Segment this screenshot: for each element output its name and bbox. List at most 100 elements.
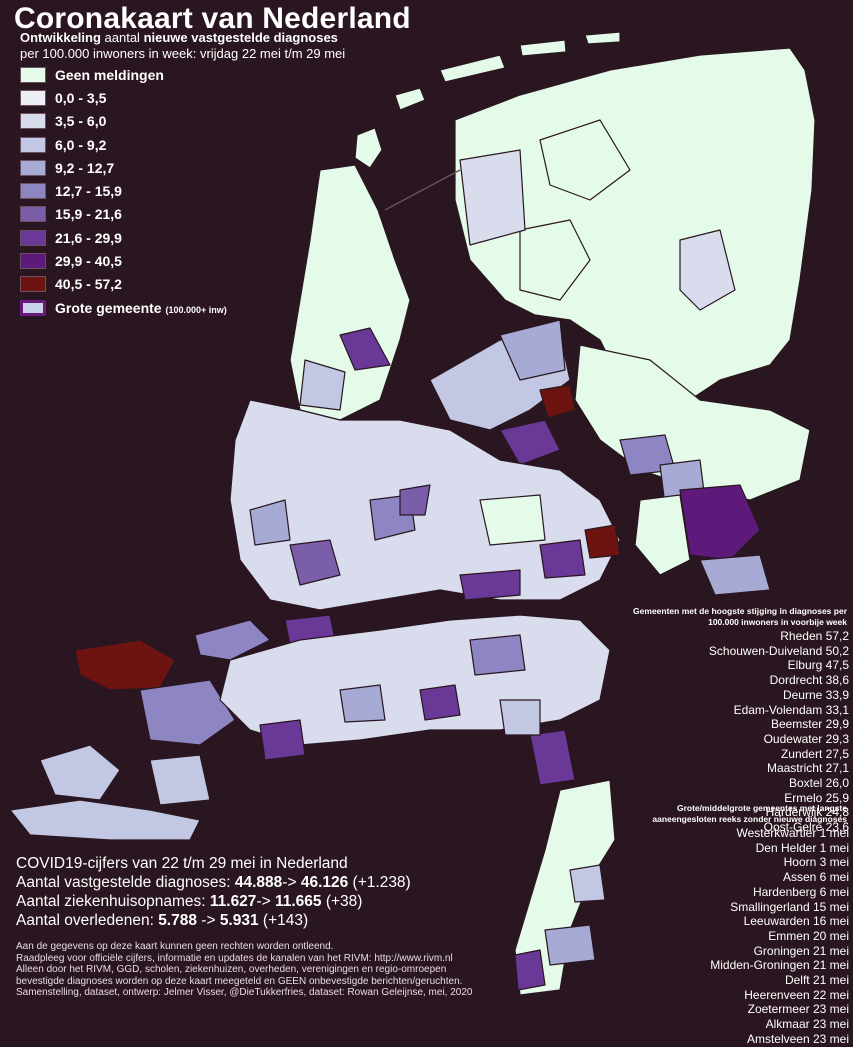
list-item-name: Harderwijk [765, 805, 826, 820]
map-legend: Geen meldingen 0,0 - 3,5 3,5 - 6,0 6,0 -… [20, 63, 227, 319]
list-item-name: Midden-Groningen [710, 958, 813, 973]
map-schouwen [74, 639, 176, 691]
list-item-value: 26,0 [825, 776, 849, 791]
streak-list-item: Assen 6 mei [710, 870, 849, 885]
netherlands-choropleth-map [9, 31, 816, 996]
legend-label: 6,0 - 9,2 [55, 136, 107, 153]
map-limburg [514, 779, 616, 996]
list-item-name: Hardenberg [752, 884, 820, 899]
stats-delta: (+143) [258, 912, 309, 929]
subtitle-bold-2: nieuwe vastgestelde diagnoses [143, 30, 338, 45]
legend-swatch [20, 89, 46, 106]
map-elburg [539, 384, 576, 419]
list-item-name: Beemster [770, 717, 826, 732]
rising-list-item: Oost-Gelre 23,6 [709, 820, 849, 835]
legend-row-big-municipality: Grote gemeente (100.000+ inw) [20, 296, 227, 319]
subtitle-line-2: per 100.000 inwoners in week: vrijdag 22… [20, 46, 346, 61]
list-item-value: 6 mei [819, 884, 849, 899]
list-item-name: Rheden [780, 629, 826, 643]
rising-list-item: Deurne 33,9 [709, 688, 849, 703]
streak-title: Grote/middelgrote gemeentes met langste … [652, 803, 847, 824]
map-gld-south [699, 554, 771, 596]
list-item-value: 16 mei [812, 914, 849, 929]
legend-label: 40,5 - 57,2 [55, 276, 122, 293]
list-item-name: Amstelveen [746, 1031, 813, 1046]
list-item-name: Den Helder [755, 840, 820, 855]
legend-row: 0,0 - 3,5 [20, 86, 227, 109]
legend-row: 9,2 - 12,7 [20, 156, 227, 179]
footnote-line: Raadpleeg voor officiële cijfers, inform… [16, 952, 453, 964]
map-north-region-a [679, 229, 736, 311]
streak-list-item: Leeuwarden 16 mei [710, 914, 849, 929]
stats-from: 44.888 [234, 874, 283, 891]
rising-list-item: Boxtel 26,0 [709, 776, 849, 791]
streak-list-item: Alkmaar 23 mei [710, 1017, 849, 1032]
stats-title: COVID19-cijfers van 22 t/m 29 mei in Ned… [16, 855, 348, 872]
footnote-line: Alleen door het RIVM, GGD, scholen, ziek… [16, 964, 447, 976]
rising-list-item: Elburg 47,5 [709, 658, 849, 673]
list-item-value: 1 mei [819, 826, 849, 840]
map-ameland [519, 39, 567, 57]
list-item-name: Hoorn [783, 855, 820, 870]
streak-list-item: Delft 21 mei [710, 973, 849, 988]
footnote-line: bevestigde diagnoses worden op deze kaar… [16, 975, 463, 987]
map-north-mid [519, 219, 591, 301]
list-item-name: Assen [782, 870, 820, 885]
legend-row: 40,5 - 57,2 [20, 273, 227, 296]
list-item-name: Zundert [780, 746, 826, 761]
legend-label: 0,0 - 3,5 [55, 89, 107, 106]
stats-arrow: -> [196, 912, 220, 929]
list-item-value: 23 mei [812, 1017, 849, 1032]
legend-swatch [20, 113, 46, 130]
legend-swatch [20, 66, 46, 83]
streak-list-item: Emmen 20 mei [710, 929, 849, 944]
legend-label: 15,9 - 21,6 [55, 206, 122, 223]
stats-delta: (+1.238) [348, 874, 411, 891]
stats-from: 5.788 [158, 912, 197, 929]
streak-list-item: Westerkwartier 1 mei [710, 826, 849, 841]
subtitle-bold-1: Ontwikkeling [20, 30, 101, 45]
map-vlieland [394, 87, 426, 111]
stats-row-diagnoses: Aantal vastgestelde diagnoses: 44.888-> … [16, 873, 411, 892]
list-item-value: 20 mei [812, 928, 849, 943]
list-item-name: Edam-Volendam [733, 702, 826, 717]
rising-list: Rheden 57,2 Schouwen-Duiveland 50,2 Elburg… [709, 629, 849, 835]
list-item-value: 27,5 [825, 746, 849, 761]
list-item-value: 25,9 [825, 790, 849, 805]
stats-row-deaths: Aantal overledenen: 5.788 -> 5.931 (+143… [16, 911, 411, 930]
legend-row: 3,5 - 6,0 [20, 110, 227, 133]
map-gld-mid [539, 539, 586, 579]
list-item-name: Elburg [787, 658, 826, 673]
subtitle-mid: aantal [100, 30, 144, 45]
list-item-value: 21 mei [812, 943, 849, 958]
list-item-value: 6 mei [819, 870, 849, 885]
list-item-name: Oudewater [763, 731, 826, 746]
legend-swatch [20, 276, 46, 293]
legend-label-big: Grote gemeente (100.000+ inw) [55, 300, 227, 316]
stats-to: 46.126 [300, 874, 349, 891]
list-item-value: 23,6 [825, 820, 849, 835]
list-item-name: Emmen [768, 928, 813, 943]
stats-block: COVID19-cijfers van 22 t/m 29 mei in Ned… [16, 855, 411, 930]
streak-list: Westerkwartier 1 mei Den Helder 1 mei Hoor… [710, 826, 849, 1047]
list-item-name: Westerkwartier [736, 826, 820, 840]
legend-swatch [20, 229, 46, 246]
legend-big-note: (100.000+ inw) [165, 304, 227, 315]
streak-list-item: Den Helder 1 mei [710, 841, 849, 856]
list-item-name: Smallingerland [730, 899, 813, 914]
streak-list-item: Amstelveen 23 mei [710, 1032, 849, 1047]
rising-list-item: Schouwen-Duiveland 50,2 [709, 644, 849, 659]
map-deurne [529, 729, 576, 786]
list-item-value: 29,9 [825, 717, 849, 732]
map-goeree [194, 619, 271, 661]
legend-row: 12,7 - 15,9 [20, 179, 227, 202]
legend-label: 12,7 - 15,9 [55, 183, 122, 200]
list-item-value: 33,1 [825, 702, 849, 717]
list-item-value: 3 mei [819, 855, 849, 870]
legend-swatch [20, 159, 46, 176]
streak-list-item: Heerenveen 22 mei [710, 988, 849, 1003]
list-item-name: Ermelo [784, 790, 826, 805]
streak-list-item: Hoorn 3 mei [710, 855, 849, 870]
list-item-name: Oost-Gelre [763, 820, 826, 835]
subtitle-line-1: Ontwikkeling aantal nieuwe vastgestelde … [20, 30, 338, 45]
